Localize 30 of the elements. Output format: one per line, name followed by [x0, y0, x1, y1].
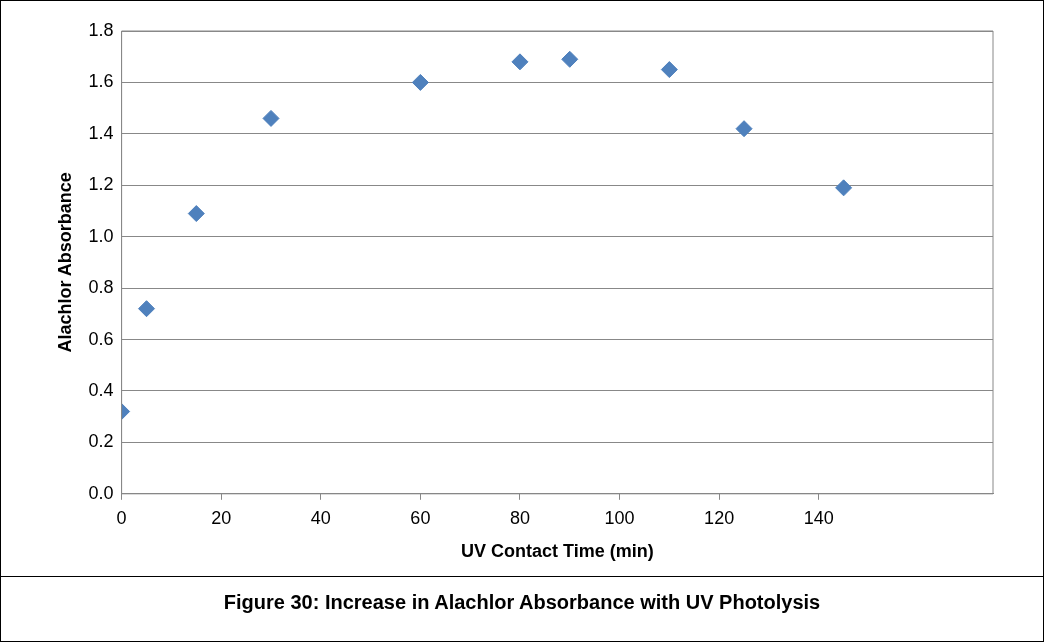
y-tick-label: 1.8: [88, 19, 114, 40]
point: [411, 73, 429, 91]
x-tick-label: 100: [604, 507, 635, 528]
point: [262, 109, 280, 127]
point: [561, 50, 579, 68]
x-tick-label: 60: [410, 507, 431, 528]
x-tick-label: 120: [704, 507, 735, 528]
y-tick-label: 0.8: [88, 277, 114, 298]
y-tick-label: 0.0: [88, 482, 114, 503]
point: [835, 179, 853, 197]
y-tick-label: 1.4: [88, 122, 114, 143]
x-tick-label: 0: [116, 507, 127, 528]
y-tick-label: 1.6: [88, 71, 114, 92]
x-tick-label: 140: [803, 507, 834, 528]
caption: Figure 30: Increase in Alachlor Absorbance with UV Photolysis: [1, 576, 1043, 641]
point: [138, 300, 156, 318]
y-tick-label: 0.6: [88, 328, 114, 349]
y-tick-label: 0.4: [88, 379, 114, 400]
y-tick-label: 1.2: [88, 174, 114, 195]
y-tick-label: 0.2: [88, 431, 114, 452]
x-tick-label: 80: [509, 507, 530, 528]
point: [187, 205, 205, 223]
point: [660, 61, 678, 79]
x-tick-label: 40: [310, 507, 331, 528]
x-tick-label: 20: [211, 507, 232, 528]
y-tick-label: 1.0: [88, 225, 114, 246]
y-axis-title: Alachlor Absorbance: [54, 172, 75, 353]
x-axis-title: UV Contact Time (min): [460, 541, 654, 562]
point: [511, 53, 529, 71]
point: [735, 120, 753, 138]
